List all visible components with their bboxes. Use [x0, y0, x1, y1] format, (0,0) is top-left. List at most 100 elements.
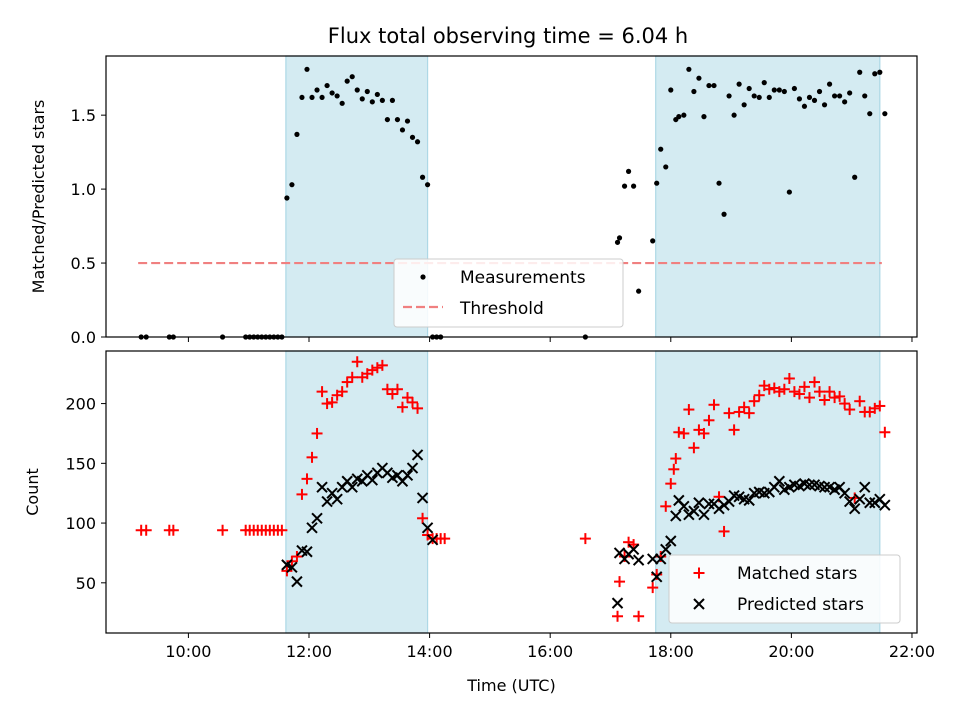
top-series0-point-54 [650, 238, 656, 244]
top-series0-point-99 [872, 71, 878, 77]
bottom-series0-point-58 [660, 500, 672, 512]
bottom-series1-point-6 [311, 512, 323, 524]
bottom-series1-point-41-b [670, 510, 682, 522]
top-series0-point-83 [791, 85, 797, 92]
bottom-legend-box [668, 554, 901, 624]
bottom-series1-point-25-b [406, 462, 419, 474]
top-series0-point-40 [409, 134, 416, 140]
bottom-series0-point-93 [829, 392, 841, 404]
top-series0-point-56 [658, 146, 664, 152]
bottom-series1-point-47-b [698, 508, 710, 521]
bottom-series0-point-34 [376, 359, 388, 371]
top-series0-point-38 [399, 127, 406, 133]
bottom-series1-point-78-b [854, 493, 866, 505]
bottom-series0-point-21 [311, 427, 323, 439]
bottom-series0-point-87 [798, 381, 810, 393]
top-series0-point-97 [862, 93, 868, 99]
top-series0-point-27 [344, 78, 350, 84]
top-series0-point-61 [681, 112, 687, 118]
bottom-series1-point-81-b [869, 497, 881, 509]
bottom-series1-point-77-b [848, 503, 861, 515]
bottom-series1-point-45-b [688, 505, 700, 517]
top-series0-point-76 [756, 94, 762, 101]
top-series0-point-65 [701, 114, 707, 120]
bottom-series1-point-26 [411, 449, 424, 461]
bottom-ytick-label-2: 150 [65, 454, 96, 473]
bottom-xlabel: Time (UTC) [466, 676, 555, 695]
bottom-series1-point-53-b [728, 489, 740, 502]
bottom-series0-point-86 [793, 388, 805, 400]
top-series0-point-29 [354, 87, 360, 93]
bottom-series1-point-4 [301, 546, 313, 558]
bottom-series0-point-47 [439, 533, 451, 545]
bottom-series1-point-7-b [316, 481, 328, 493]
bottom-series1-point-37 [651, 571, 663, 583]
bottom-series0-point-3 [167, 524, 179, 536]
bottom-series1-point-51 [718, 499, 730, 511]
bottom-series0-point-4 [217, 524, 229, 536]
top-ylabel: Matched/Predicted stars [29, 100, 48, 294]
top-series0-point-66 [706, 82, 712, 89]
bottom-series1-point-5 [306, 522, 318, 534]
bottom-series0-point-36 [386, 388, 398, 400]
top-series0-point-30 [359, 96, 365, 102]
top-series0-point-52 [631, 183, 637, 189]
bottom-series1-point-83 [879, 499, 891, 511]
bottom-series1-point-7 [316, 481, 328, 493]
bottom-series1-point-13-b [346, 481, 358, 493]
bottom-series1-point-41 [670, 510, 682, 522]
bottom-series0-point-68 [703, 414, 715, 426]
top-series0-point-91 [831, 93, 838, 99]
bottom-xtick-label-0: 10:00 [165, 642, 211, 661]
bottom-series0-point-37 [391, 383, 403, 395]
top-series0-point-78 [766, 94, 772, 101]
bottom-series1-point-30-b [611, 597, 624, 609]
bottom-series1-point-71-b [818, 481, 831, 493]
top-series0-point-73 [741, 102, 747, 108]
top-legend-measurements-label: Measurements [460, 268, 586, 288]
bottom-series1-point-35-b [632, 554, 645, 566]
top-series0-point-67 [711, 82, 717, 89]
bottom-series0-point-92 [824, 386, 836, 398]
top-series0-point-34 [379, 97, 385, 103]
bottom-series1-point-24 [401, 469, 414, 481]
bottom-series0-point-35 [381, 383, 393, 395]
top-series0-point-85 [801, 103, 808, 109]
top-series0-point-53 [636, 288, 642, 294]
bottom-series1-point-0-b [281, 559, 293, 571]
bottom-series0-point-88 [803, 392, 815, 404]
bottom-xtick-label-2: 14:00 [407, 642, 453, 661]
top-series0-point-63 [691, 88, 697, 95]
bottom-xtick-label-3: 16:00 [527, 642, 573, 661]
bottom-series1-point-5-b [306, 522, 318, 534]
bottom-series0-point-24 [326, 396, 338, 408]
top-series0-point-82 [786, 189, 792, 195]
bottom-series0-point-50 [614, 576, 626, 588]
bottom-series0-point-29 [351, 356, 363, 368]
bottom-series1-point-67-b [798, 477, 811, 490]
bottom-series1-point-28 [421, 522, 434, 534]
bottom-ytick-label-0: 50 [76, 574, 96, 593]
bottom-series0-point-32 [366, 364, 378, 376]
top-series0-point-89 [821, 102, 828, 108]
bottom-series1-point-38-b [655, 553, 667, 565]
bottom-legend-matched-marker [693, 567, 705, 579]
bottom-series0-point-80 [763, 383, 775, 395]
bottom-series1-point-83-b [879, 499, 891, 511]
bottom-series0-point-94 [834, 390, 846, 402]
top-series0-point-55 [654, 180, 660, 186]
bottom-panel: 50 100 150 200 10:00 12:00 14:00 16:00 18:00 20:0… [23, 350, 935, 695]
bottom-series1-point-34 [627, 543, 640, 556]
bottom-series1-point-71 [818, 481, 831, 493]
top-series0-point-98 [867, 111, 873, 117]
bottom-frame [105, 350, 918, 634]
top-series0-point-15 [284, 195, 290, 201]
top-series0-point-81 [781, 88, 787, 95]
bottom-series0-point-73 [728, 424, 740, 436]
top-legend-measurements-marker [420, 274, 426, 280]
top-series0-point-79 [771, 87, 777, 93]
bottom-series0-point-72 [723, 407, 735, 419]
top-series0-point-94 [847, 90, 853, 96]
